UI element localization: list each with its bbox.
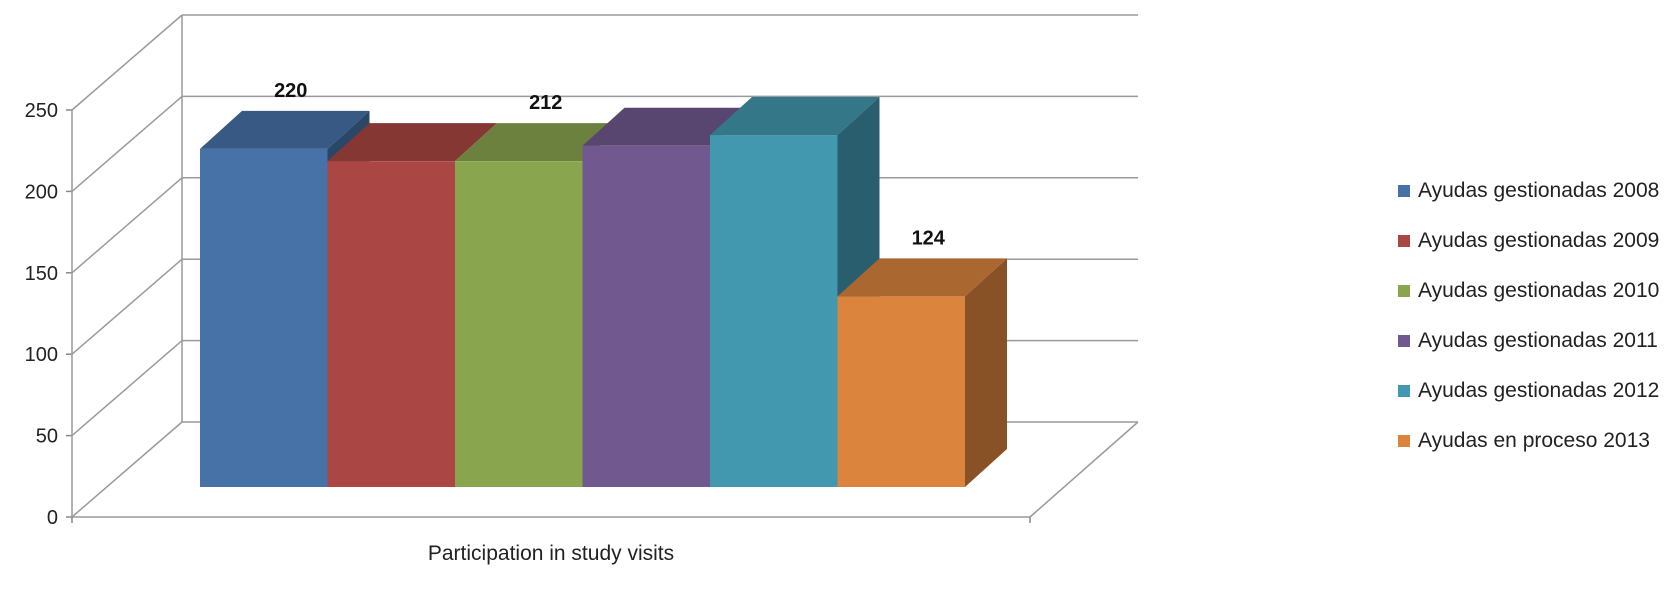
- legend-swatch: [1398, 184, 1410, 197]
- bar-top-face: [582, 107, 752, 146]
- bar-top-face: [327, 123, 497, 162]
- legend-item: Ayudas gestionadas 2009: [1398, 222, 1676, 259]
- legend-swatch: [1398, 334, 1410, 347]
- data-label: 220: [274, 80, 307, 102]
- data-label: 212: [529, 92, 562, 114]
- legend-item: Ayudas gestionadas 2012: [1398, 372, 1676, 409]
- bar-side-face: [965, 258, 1007, 487]
- bar-top-face: [837, 258, 1007, 297]
- gridline-side: [71, 95, 183, 192]
- legend-item: Ayudas en proceso 2013: [1398, 422, 1676, 459]
- bars: [200, 97, 1007, 488]
- x-axis-category-label: Participation in study visits: [428, 542, 674, 565]
- data-labels: 220 212 124: [274, 80, 946, 250]
- gridline-side: [71, 177, 183, 274]
- bar-3: [455, 123, 625, 487]
- data-label: 124: [912, 227, 946, 249]
- bar-2: [327, 123, 497, 487]
- floor-right-edge: [1029, 421, 1139, 518]
- legend-item: Ayudas gestionadas 2010: [1398, 272, 1676, 309]
- bar-top-face: [710, 97, 880, 136]
- bar-front-face: [710, 135, 838, 487]
- bar-front-face: [200, 148, 328, 487]
- bar-front-face: [837, 296, 965, 487]
- legend: Ayudas gestionadas 2008 Ayudas gestionada…: [1398, 172, 1676, 472]
- legend-item: Ayudas gestionadas 2008: [1398, 172, 1676, 209]
- legend-swatch: [1398, 384, 1410, 397]
- legend-label: Ayudas gestionadas 2010: [1418, 278, 1660, 302]
- gridline-side: [71, 258, 183, 355]
- bar-front-face: [455, 161, 583, 487]
- bar-top-face: [200, 110, 370, 149]
- legend-swatch: [1398, 434, 1410, 447]
- y-tick-label: 100: [25, 344, 58, 366]
- bar-front-face: [327, 161, 455, 487]
- gridline-side: [71, 14, 183, 111]
- legend-item: Ayudas gestionadas 2011: [1398, 322, 1676, 359]
- legend-swatch: [1398, 284, 1410, 297]
- legend-label: Ayudas gestionadas 2009: [1418, 228, 1660, 252]
- legend-label: Ayudas gestionadas 2011: [1418, 328, 1658, 352]
- y-tick-label: 0: [47, 507, 58, 529]
- y-tick-label: 150: [25, 263, 58, 285]
- gridline-side: [71, 421, 183, 518]
- legend-label: Ayudas en proceso 2013: [1418, 428, 1650, 452]
- y-tick-label: 50: [36, 426, 58, 448]
- legend-label: Ayudas gestionadas 2012: [1418, 378, 1660, 402]
- legend-swatch: [1398, 234, 1410, 247]
- y-tick-label: 200: [25, 181, 58, 203]
- y-axis-ticks: 0 50 100 150 200 250: [25, 100, 58, 529]
- chart-canvas: 0 50 100 150 200 250 220 212 124 Participation …: [25, 14, 1139, 565]
- bar-front-face: [582, 145, 710, 488]
- y-tick-label: 250: [25, 100, 58, 122]
- bar-6: [837, 258, 1007, 487]
- bar-4: [582, 107, 752, 488]
- bar-top-face: [455, 123, 625, 162]
- legend-label: Ayudas gestionadas 2008: [1418, 178, 1660, 202]
- chart-walls: [66, 14, 1139, 523]
- gridline-side: [71, 340, 183, 437]
